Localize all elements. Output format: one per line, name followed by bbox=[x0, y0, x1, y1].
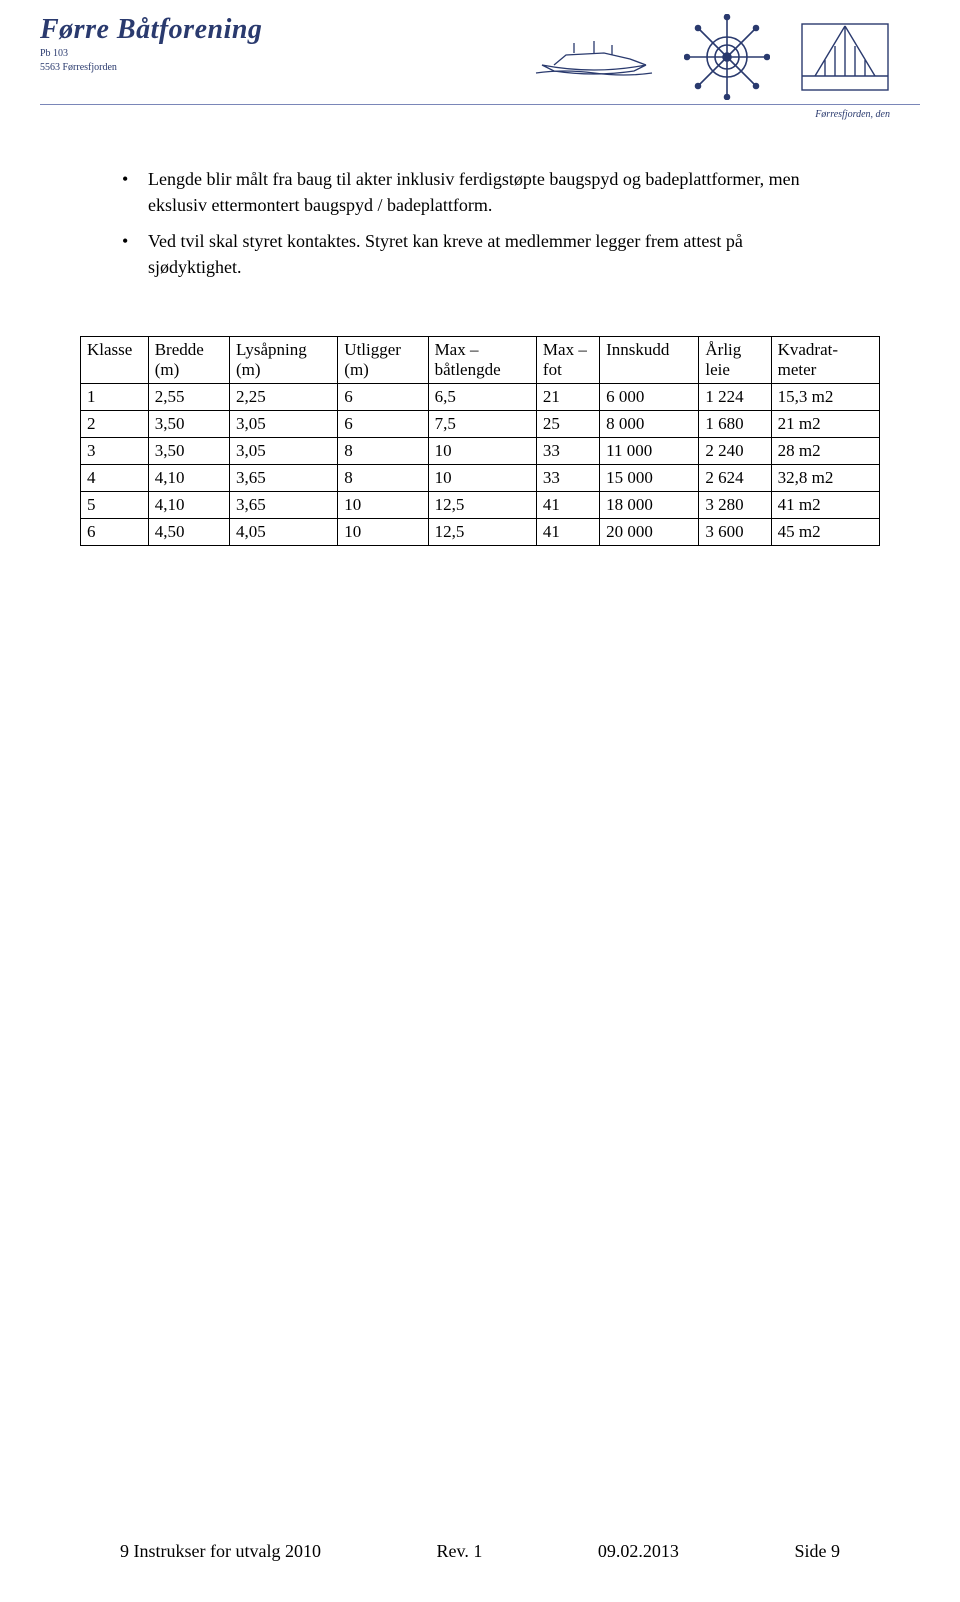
table-cell: 41 bbox=[536, 492, 599, 519]
table-cell: 3 280 bbox=[699, 492, 771, 519]
org-addr2: 5563 Førresfjorden bbox=[40, 62, 340, 74]
price-table-wrap: Klasse Bredde (m) Lysåpning (m) Utligger… bbox=[0, 290, 960, 546]
letterhead-caption: Førresfjorden, den bbox=[0, 105, 960, 120]
table-cell: 21 m2 bbox=[771, 411, 879, 438]
table-row: 33,503,058103311 0002 24028 m2 bbox=[81, 438, 880, 465]
table-cell: 33 bbox=[536, 438, 599, 465]
page-footer: 9 Instrukser for utvalg 2010 Rev. 1 09.0… bbox=[0, 1541, 960, 1562]
table-cell: 6 000 bbox=[600, 384, 699, 411]
table-cell: 8 000 bbox=[600, 411, 699, 438]
col-kvadrat: Kvadrat-meter bbox=[771, 337, 879, 384]
table-cell: 6,5 bbox=[428, 384, 536, 411]
table-cell: 2,55 bbox=[148, 384, 229, 411]
bullet-item: Ved tvil skal styret kontaktes. Styret k… bbox=[120, 228, 840, 280]
table-cell: 10 bbox=[338, 519, 428, 546]
body-text: Lengde blir målt fra baug til akter inkl… bbox=[0, 120, 960, 280]
table-cell: 45 m2 bbox=[771, 519, 879, 546]
table-cell: 5 bbox=[81, 492, 149, 519]
table-cell: 3,50 bbox=[148, 411, 229, 438]
table-cell: 41 m2 bbox=[771, 492, 879, 519]
ship-wheel-icon bbox=[684, 14, 770, 100]
table-cell: 33 bbox=[536, 465, 599, 492]
table-cell: 12,5 bbox=[428, 492, 536, 519]
col-arlig-leie: Årlig leie bbox=[699, 337, 771, 384]
table-cell: 4,05 bbox=[229, 519, 337, 546]
table-header-row: Klasse Bredde (m) Lysåpning (m) Utligger… bbox=[81, 337, 880, 384]
boat-icon bbox=[534, 35, 654, 79]
table-cell: 12,5 bbox=[428, 519, 536, 546]
table-cell: 21 bbox=[536, 384, 599, 411]
col-utligger: Utligger (m) bbox=[338, 337, 428, 384]
table-cell: 20 000 bbox=[600, 519, 699, 546]
table-cell: 1 680 bbox=[699, 411, 771, 438]
col-lysapning: Lysåpning (m) bbox=[229, 337, 337, 384]
table-cell: 4,10 bbox=[148, 492, 229, 519]
table-cell: 18 000 bbox=[600, 492, 699, 519]
table-row: 44,103,658103315 0002 62432,8 m2 bbox=[81, 465, 880, 492]
table-cell: 10 bbox=[428, 438, 536, 465]
table-cell: 8 bbox=[338, 465, 428, 492]
header-icons bbox=[340, 14, 920, 100]
table-cell: 11 000 bbox=[600, 438, 699, 465]
letterhead: Førre Båtforening Pb 103 5563 Førresfjor… bbox=[0, 0, 960, 100]
table-cell: 3,65 bbox=[229, 465, 337, 492]
table-cell: 7,5 bbox=[428, 411, 536, 438]
table-cell: 4 bbox=[81, 465, 149, 492]
table-cell: 6 bbox=[81, 519, 149, 546]
table-cell: 15,3 m2 bbox=[771, 384, 879, 411]
table-cell: 2 bbox=[81, 411, 149, 438]
table-cell: 28 m2 bbox=[771, 438, 879, 465]
bullet-item: Lengde blir målt fra baug til akter inkl… bbox=[120, 166, 840, 218]
table-cell: 15 000 bbox=[600, 465, 699, 492]
footer-date: 09.02.2013 bbox=[598, 1541, 679, 1562]
table-cell: 1 224 bbox=[699, 384, 771, 411]
table-cell: 3 600 bbox=[699, 519, 771, 546]
org-name: Førre Båtforening bbox=[40, 14, 340, 46]
table-cell: 2 624 bbox=[699, 465, 771, 492]
table-cell: 25 bbox=[536, 411, 599, 438]
table-cell: 1 bbox=[81, 384, 149, 411]
table-cell: 10 bbox=[338, 492, 428, 519]
table-cell: 4,50 bbox=[148, 519, 229, 546]
footer-rev: Rev. 1 bbox=[437, 1541, 483, 1562]
logo-block: Førre Båtforening Pb 103 5563 Førresfjor… bbox=[40, 14, 340, 74]
col-innskudd: Innskudd bbox=[600, 337, 699, 384]
table-cell: 41 bbox=[536, 519, 599, 546]
table-cell: 32,8 m2 bbox=[771, 465, 879, 492]
table-cell: 2 240 bbox=[699, 438, 771, 465]
footer-page: Side 9 bbox=[794, 1541, 840, 1562]
col-max-lengde: Max – båtlengde bbox=[428, 337, 536, 384]
table-cell: 6 bbox=[338, 384, 428, 411]
table-row: 12,552,2566,5216 0001 22415,3 m2 bbox=[81, 384, 880, 411]
bridge-icon bbox=[800, 22, 890, 92]
col-max-fot: Max – fot bbox=[536, 337, 599, 384]
table-cell: 3,05 bbox=[229, 411, 337, 438]
table-cell: 3 bbox=[81, 438, 149, 465]
table-row: 64,504,051012,54120 0003 60045 m2 bbox=[81, 519, 880, 546]
table-cell: 3,65 bbox=[229, 492, 337, 519]
table-cell: 8 bbox=[338, 438, 428, 465]
price-table: Klasse Bredde (m) Lysåpning (m) Utligger… bbox=[80, 336, 880, 546]
col-bredde: Bredde (m) bbox=[148, 337, 229, 384]
table-cell: 4,10 bbox=[148, 465, 229, 492]
table-cell: 3,50 bbox=[148, 438, 229, 465]
table-cell: 2,25 bbox=[229, 384, 337, 411]
footer-left: 9 Instrukser for utvalg 2010 bbox=[120, 1541, 321, 1562]
col-klasse: Klasse bbox=[81, 337, 149, 384]
table-cell: 3,05 bbox=[229, 438, 337, 465]
table-row: 54,103,651012,54118 0003 28041 m2 bbox=[81, 492, 880, 519]
table-cell: 6 bbox=[338, 411, 428, 438]
table-row: 23,503,0567,5258 0001 68021 m2 bbox=[81, 411, 880, 438]
table-cell: 10 bbox=[428, 465, 536, 492]
bullet-list: Lengde blir målt fra baug til akter inkl… bbox=[120, 166, 840, 280]
org-addr1: Pb 103 bbox=[40, 48, 340, 60]
